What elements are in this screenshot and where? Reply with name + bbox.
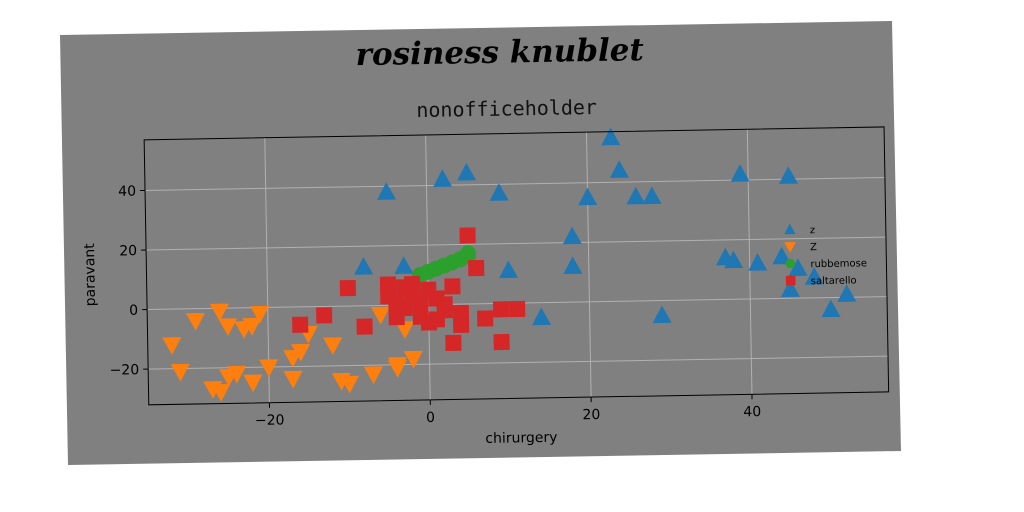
point-z-1 (403, 350, 423, 369)
y-tick-label: 0 (129, 303, 138, 319)
y-tick-label: 40 (118, 184, 136, 200)
point-z-0 (457, 162, 477, 181)
point-z-0 (642, 186, 662, 205)
x-tick-label: 40 (743, 404, 761, 420)
point-z-0 (609, 160, 629, 178)
x-tick-label: 20 (582, 407, 600, 423)
point-saltarello-3 (316, 307, 333, 324)
point-z-1 (250, 305, 270, 324)
figure-title: rosiness knublet (355, 32, 645, 73)
point-rubbemose-2 (459, 245, 476, 262)
point-z-0 (772, 246, 792, 265)
point-saltarello-3 (459, 227, 476, 244)
point-z-1 (259, 359, 279, 377)
y-grid-line (146, 236, 886, 251)
point-saltarello-3 (477, 310, 494, 327)
point-z-1 (370, 306, 390, 325)
x-grid-line (264, 137, 270, 403)
point-saltarello-3 (445, 334, 462, 352)
point-z-1 (339, 375, 359, 394)
point-saltarello-3 (339, 280, 356, 297)
point-z-1 (323, 337, 343, 356)
point-z-0 (562, 226, 582, 245)
point-z-1 (283, 370, 303, 389)
point-z-1 (185, 312, 205, 331)
point-saltarello-3 (452, 304, 470, 322)
y-grid-line (145, 177, 885, 191)
legend-marker-saltarello-3 (785, 275, 796, 286)
point-z-0 (652, 305, 672, 324)
y-tick-label: 20 (119, 243, 137, 259)
axis-ticks: −20 0 20 40 −20 0 20 40 (109, 184, 761, 429)
legend-label: saltarello (811, 275, 857, 287)
legend-label: z (810, 225, 815, 236)
point-z-0 (532, 307, 552, 326)
point-z-0 (804, 267, 824, 285)
point-z-0 (499, 260, 519, 279)
point-z-0 (778, 166, 798, 184)
point-z-0 (837, 284, 857, 303)
x-grid-line (585, 132, 592, 398)
point-z-0 (780, 279, 800, 298)
point-saltarello-3 (436, 302, 453, 319)
point-z-0 (578, 187, 598, 206)
point-z-0 (748, 253, 768, 271)
point-z-1 (170, 363, 190, 382)
point-z-0 (489, 183, 509, 201)
point-z-0 (788, 258, 808, 277)
point-z-0 (601, 127, 621, 146)
point-z-1 (218, 318, 238, 336)
point-z-0 (626, 186, 646, 205)
point-saltarello-3 (468, 259, 485, 277)
point-z-1 (387, 357, 407, 375)
point-z-0 (724, 250, 744, 269)
legend-label: rubbemose (810, 258, 867, 270)
y-axis-label: paravant (82, 243, 99, 307)
legend-label: Z (810, 242, 817, 253)
point-z-0 (433, 169, 453, 187)
point-z-0 (377, 182, 397, 200)
point-z-1 (291, 343, 311, 362)
point-z-0 (354, 257, 374, 275)
point-z-1 (363, 366, 383, 385)
point-z-1 (242, 317, 262, 336)
point-saltarello-3 (292, 316, 309, 333)
data-points (162, 127, 857, 402)
x-axis-label: chirurgery (485, 430, 557, 447)
point-z-1 (209, 303, 229, 322)
point-z-1 (211, 383, 231, 402)
point-saltarello-3 (493, 333, 510, 351)
point-z-0 (821, 299, 841, 318)
point-z-0 (563, 256, 583, 275)
axes-title: nonofficeholder (416, 95, 597, 122)
x-tick-label: −20 (255, 412, 285, 429)
point-saltarello-3 (356, 318, 373, 335)
point-z-1 (395, 321, 415, 339)
point-z-0 (394, 256, 414, 275)
y-tick-label: −20 (109, 362, 139, 379)
point-z-1 (227, 365, 247, 384)
point-saltarello-3 (492, 301, 510, 318)
point-z-0 (730, 164, 750, 182)
point-saltarello-3 (444, 278, 461, 295)
point-z-1 (162, 337, 182, 355)
figure: rosiness knublet nonofficeholder −20 0 20 4… (82, 32, 890, 447)
figure-background (60, 21, 901, 465)
plot-frame (143, 126, 890, 406)
legend-marker-z-1 (784, 241, 796, 253)
x-tick-label: 0 (426, 410, 435, 426)
point-z-1 (243, 374, 263, 393)
point-saltarello-3 (509, 300, 526, 318)
legend-marker-rubbemose-2 (785, 258, 796, 269)
legend-marker-z-0 (784, 223, 796, 235)
x-grid-line (746, 129, 753, 395)
